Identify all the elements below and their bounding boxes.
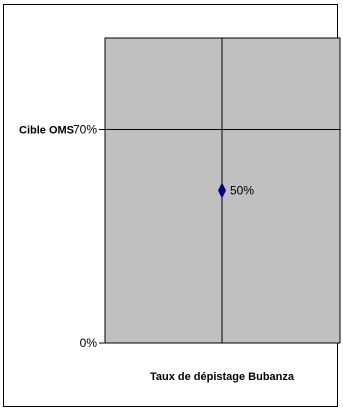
data-point-label: 50% — [230, 184, 254, 198]
reference-line-label: Cible OMS — [19, 125, 74, 137]
y-tick-label-0: 0% — [80, 336, 98, 350]
x-axis-label: Taux de dépistage Bubanza — [150, 371, 295, 383]
y-tick-label-70: 70% — [73, 123, 97, 137]
data-point-marker — [218, 182, 226, 199]
